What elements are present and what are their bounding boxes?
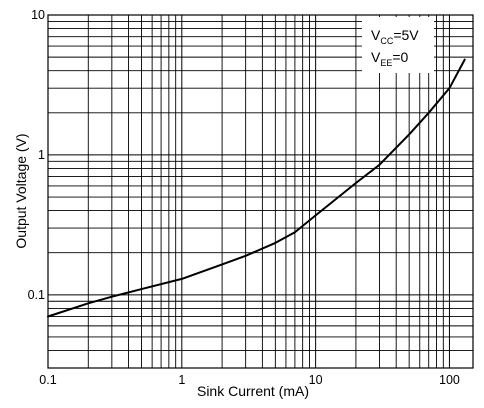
annotation-line-0: VCC=5V [371, 27, 419, 46]
x-tick-label: 100 [439, 373, 460, 387]
annotation-box: VCC=5V VEE=0 [362, 17, 434, 73]
annotation-background [362, 17, 434, 73]
annotation-line-1: VEE=0 [371, 49, 409, 68]
y-axis-title: Output Voltage (V) [13, 133, 29, 248]
y-tick-label: 1 [38, 148, 45, 162]
x-tick-label: 0.1 [39, 373, 56, 387]
x-tick-label: 10 [309, 373, 323, 387]
series-line-0 [47, 58, 466, 318]
y-tick-label: 10 [31, 8, 45, 22]
tick-labels: 0.1 1 10 100 0.1 1 10 [28, 8, 460, 387]
series-layer [47, 58, 466, 318]
x-tick-label: 1 [178, 373, 185, 387]
y-tick-label: 0.1 [28, 288, 45, 302]
grid [47, 14, 473, 369]
plot-frame [47, 14, 474, 369]
x-axis-title: Sink Current (mA) [197, 383, 309, 399]
